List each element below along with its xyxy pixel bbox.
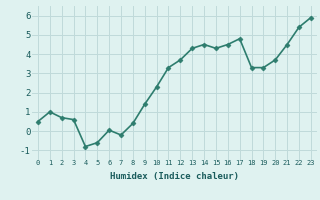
X-axis label: Humidex (Indice chaleur): Humidex (Indice chaleur) [110, 172, 239, 181]
